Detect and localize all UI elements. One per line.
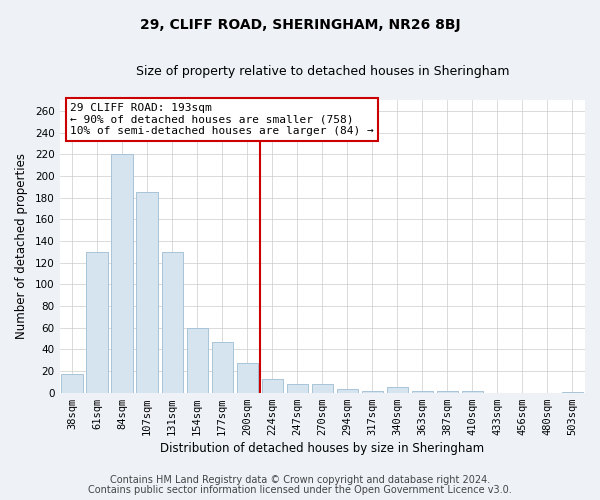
Bar (311, 384, 333, 392)
Bar (112, 154, 133, 392)
Bar (262, 378, 283, 392)
Bar (187, 328, 208, 392)
Title: Size of property relative to detached houses in Sheringham: Size of property relative to detached ho… (136, 65, 509, 78)
Bar (462, 390, 483, 392)
Bar (161, 252, 183, 392)
Text: 29 CLIFF ROAD: 193sqm
← 90% of detached houses are smaller (758)
10% of semi-det: 29 CLIFF ROAD: 193sqm ← 90% of detached … (70, 103, 374, 136)
Bar (337, 390, 358, 392)
Bar (86, 252, 108, 392)
Text: 29, CLIFF ROAD, SHERINGHAM, NR26 8BJ: 29, CLIFF ROAD, SHERINGHAM, NR26 8BJ (140, 18, 460, 32)
Bar (412, 390, 433, 392)
Bar (362, 390, 383, 392)
Y-axis label: Number of detached properties: Number of detached properties (15, 154, 28, 340)
Bar (136, 192, 158, 392)
X-axis label: Distribution of detached houses by size in Sheringham: Distribution of detached houses by size … (160, 442, 484, 455)
Bar (212, 342, 233, 392)
Bar (287, 384, 308, 392)
Text: Contains HM Land Registry data © Crown copyright and database right 2024.: Contains HM Land Registry data © Crown c… (110, 475, 490, 485)
Bar (387, 388, 408, 392)
Bar (437, 390, 458, 392)
Bar (236, 364, 258, 392)
Bar (61, 374, 83, 392)
Text: Contains public sector information licensed under the Open Government Licence v3: Contains public sector information licen… (88, 485, 512, 495)
